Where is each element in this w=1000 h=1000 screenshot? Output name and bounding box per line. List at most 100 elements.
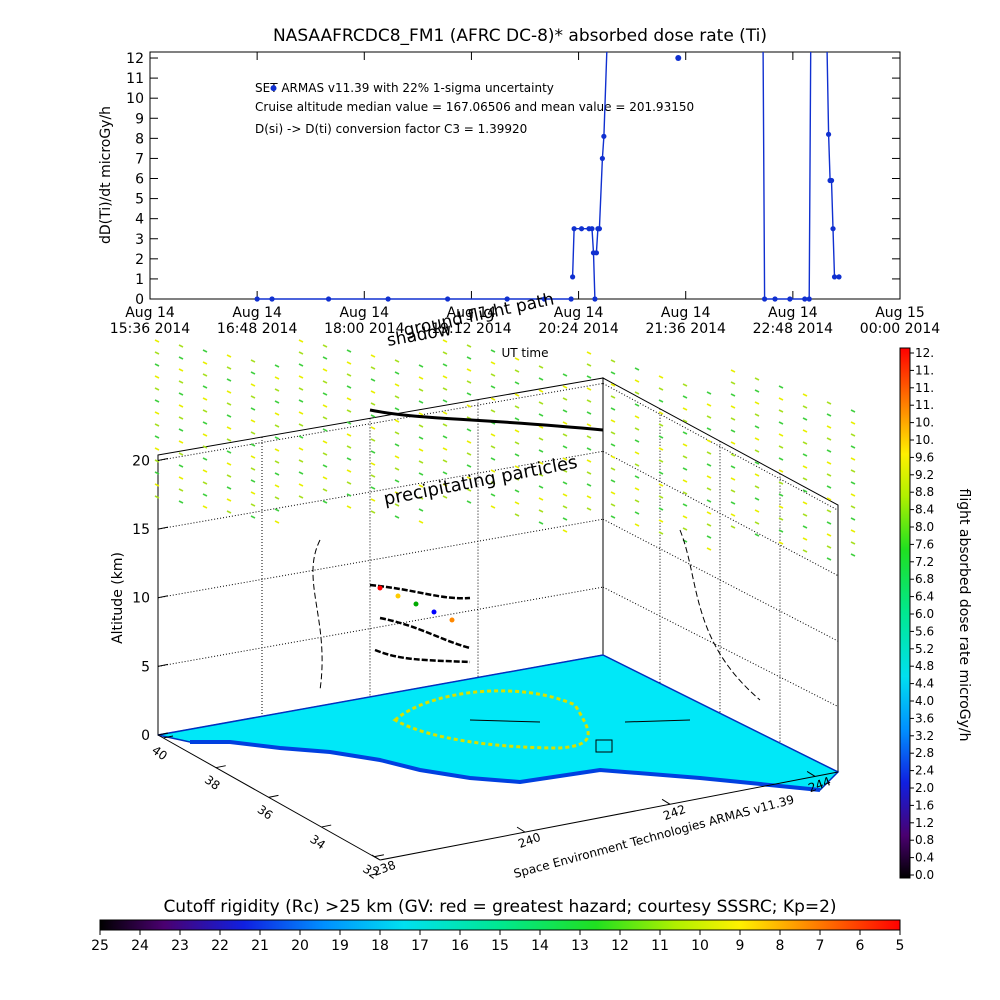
particle-mark bbox=[610, 503, 616, 507]
particle-mark bbox=[730, 429, 736, 433]
particle-mark bbox=[466, 488, 472, 492]
particle-mark bbox=[442, 399, 448, 403]
particle-mark bbox=[466, 428, 472, 432]
particle-mark bbox=[442, 471, 448, 475]
bottom-colorbar-tick-label: 24 bbox=[131, 938, 149, 954]
bottom-colorbar-tick-label: 18 bbox=[371, 938, 389, 954]
particle-mark bbox=[730, 513, 736, 517]
particle-mark bbox=[250, 503, 256, 507]
particle-mark bbox=[538, 521, 544, 525]
particle-mark bbox=[466, 344, 472, 348]
particle-mark bbox=[202, 493, 208, 497]
particle-mark bbox=[802, 513, 808, 517]
longitude-axis-line bbox=[379, 771, 839, 861]
particle-mark bbox=[514, 381, 520, 385]
particle-mark bbox=[538, 497, 544, 501]
particle-mark bbox=[802, 405, 808, 409]
particle-mark bbox=[370, 450, 376, 454]
particle-mark bbox=[442, 351, 448, 355]
particle-mark bbox=[538, 413, 544, 417]
particle-mark bbox=[562, 505, 568, 509]
particle-mark bbox=[586, 495, 592, 499]
top-y-tick-label: 9 bbox=[135, 111, 144, 127]
bottom-colorbar-tick-label: 16 bbox=[451, 938, 469, 954]
particle-mark bbox=[466, 368, 472, 372]
particle-mark bbox=[802, 429, 808, 433]
bottom-colorbar-tick-label: 7 bbox=[816, 938, 825, 954]
particle-mark bbox=[442, 375, 448, 379]
series-point bbox=[599, 155, 605, 162]
particle-mark bbox=[346, 361, 352, 365]
particle-mark bbox=[178, 452, 184, 456]
top-y-tick-label: 0 bbox=[135, 292, 144, 308]
particle-mark bbox=[826, 473, 832, 477]
particle-mark bbox=[442, 459, 448, 463]
particle-mark bbox=[562, 421, 568, 425]
right-colorbar-tick-label: 11. bbox=[915, 398, 934, 412]
particle-mark bbox=[682, 515, 688, 519]
bottom-colorbar bbox=[99, 919, 901, 931]
bottom-colorbar-tick-label: 9 bbox=[736, 938, 745, 954]
particle-mark bbox=[538, 401, 544, 405]
particle-mark bbox=[634, 523, 640, 527]
particle-mark bbox=[682, 395, 688, 399]
bottom-colorbar-tick-label: 6 bbox=[856, 938, 865, 954]
flight-dose-mark bbox=[377, 585, 383, 591]
particle-mark bbox=[274, 508, 280, 512]
particle-mark bbox=[538, 461, 544, 465]
particle-mark bbox=[370, 354, 376, 358]
right-colorbar-tick-label: 4.8 bbox=[915, 659, 934, 673]
particle-mark bbox=[706, 535, 712, 539]
particle-mark bbox=[562, 469, 568, 473]
particle-mark bbox=[154, 483, 160, 487]
right-colorbar-tick-label: 7.6 bbox=[915, 537, 934, 551]
right-colorbar-tick-label: 11. bbox=[915, 363, 934, 377]
particle-mark bbox=[226, 486, 232, 490]
particle-mark bbox=[370, 378, 376, 382]
particle-mark bbox=[562, 385, 568, 389]
particle-mark bbox=[346, 493, 352, 497]
series-point bbox=[541, 296, 547, 302]
particle-mark bbox=[370, 462, 376, 466]
particle-mark bbox=[634, 391, 640, 395]
particle-mark bbox=[226, 378, 232, 382]
series-point bbox=[596, 226, 603, 232]
particle-mark bbox=[226, 426, 232, 430]
particle-mark bbox=[370, 390, 376, 394]
particle-mark bbox=[490, 349, 496, 353]
particle-mark bbox=[250, 359, 256, 363]
particle-mark bbox=[610, 419, 616, 423]
coastline-shelf bbox=[190, 740, 821, 792]
particle-mark bbox=[394, 455, 400, 459]
bottom-colorbar-ticks: 25 24 23 22 21 20 19 18 17 16 15 14 13 12 11 10 9 8 7 6 5 bbox=[91, 930, 904, 954]
particle-mark bbox=[658, 423, 664, 427]
particle-mark bbox=[298, 351, 304, 355]
series-point bbox=[831, 274, 838, 280]
particle-mark bbox=[802, 525, 808, 529]
particle-mark bbox=[682, 383, 688, 387]
particle-mark bbox=[754, 485, 760, 489]
series-point bbox=[772, 296, 778, 302]
particle-mark bbox=[250, 479, 256, 483]
particle-mark bbox=[802, 537, 808, 541]
particle-mark bbox=[370, 486, 376, 490]
particle-mark bbox=[442, 447, 448, 451]
flight-path-3d bbox=[312, 408, 761, 701]
particle-mark bbox=[802, 549, 808, 553]
series-line-segment bbox=[595, 51, 608, 253]
particle-mark bbox=[346, 505, 352, 509]
particle-mark bbox=[154, 495, 160, 499]
altitude-tick-label: 10 bbox=[132, 591, 150, 607]
particle-mark bbox=[322, 356, 328, 360]
particle-mark bbox=[850, 529, 856, 533]
particle-mark bbox=[562, 457, 568, 461]
series-point bbox=[589, 226, 595, 232]
particle-mark bbox=[466, 356, 472, 360]
particle-mark bbox=[322, 416, 328, 420]
particle-mark bbox=[178, 428, 184, 432]
bottom-colorbar-tick-label: 12 bbox=[611, 938, 629, 954]
particle-mark bbox=[346, 349, 352, 353]
series-isolated-point bbox=[270, 85, 277, 92]
particle-mark bbox=[514, 513, 520, 517]
